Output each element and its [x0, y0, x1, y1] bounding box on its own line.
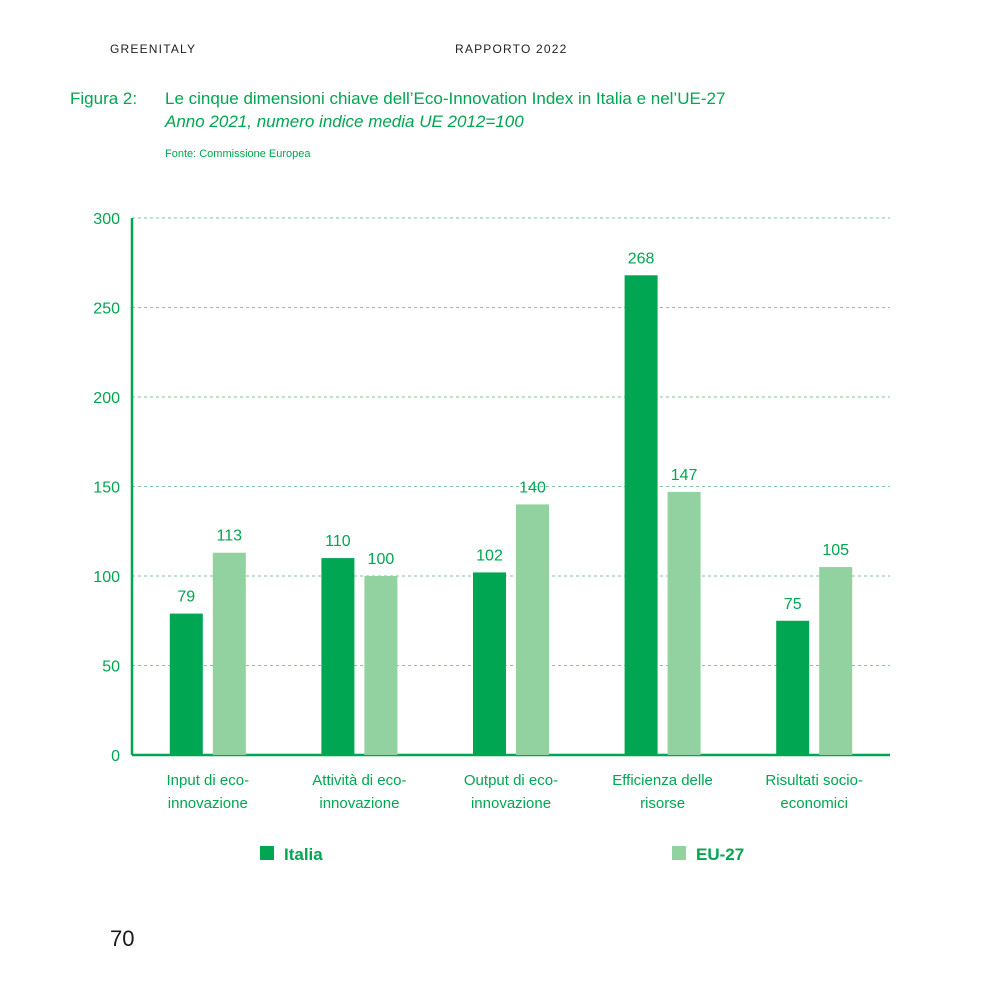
- legend-swatch-eu27: [672, 846, 686, 860]
- data-label: 110: [325, 533, 351, 550]
- bar-eu27: [819, 567, 853, 755]
- data-label: 147: [671, 467, 698, 484]
- data-label: 113: [217, 528, 243, 545]
- bar-eu27: [667, 491, 701, 755]
- figure-subtitle: Anno 2021, numero indice media UE 2012=1…: [165, 112, 524, 131]
- y-tick-label: 200: [93, 390, 120, 407]
- data-label: 100: [368, 551, 395, 568]
- x-tick-label: Input di eco-innovazione: [167, 772, 250, 812]
- bar-italia: [624, 275, 658, 755]
- bar-eu27: [212, 552, 246, 755]
- bar-eu27: [364, 576, 398, 755]
- data-label: 268: [628, 250, 655, 267]
- legend-swatch-italia: [260, 846, 274, 860]
- x-tick-label: Attività di eco-innovazione: [312, 772, 406, 812]
- data-label: 105: [822, 542, 849, 559]
- page-number: 70: [110, 926, 135, 951]
- figure-label: Figura 2:: [70, 89, 138, 108]
- figure-title: Le cinque dimensioni chiave dell’Eco-Inn…: [165, 89, 726, 108]
- x-tick-label: Output di eco-innovazione: [464, 772, 558, 812]
- running-header-left: GREENITALY: [110, 42, 197, 56]
- y-tick-label: 50: [102, 659, 120, 676]
- legend-label: EU-27: [696, 845, 744, 864]
- bar-italia: [321, 558, 355, 755]
- y-tick-label: 300: [93, 211, 120, 228]
- y-tick-label: 150: [93, 480, 120, 497]
- bar-italia: [473, 572, 506, 755]
- y-tick-label: 0: [111, 748, 120, 765]
- data-label: 79: [177, 589, 195, 606]
- y-tick-label: 100: [93, 569, 120, 586]
- y-tick-label: 250: [93, 301, 120, 318]
- data-label: 102: [476, 547, 503, 564]
- bar-italia: [776, 620, 810, 755]
- figure-source: Fonte: Commissione Europea: [165, 148, 311, 160]
- bar-eu27: [516, 504, 549, 755]
- data-label: 75: [784, 596, 802, 613]
- data-label: 140: [519, 479, 546, 496]
- x-tick-label: Efficienza delle risorse: [612, 772, 713, 812]
- running-header-right: RAPPORTO 2022: [455, 42, 568, 56]
- bar-italia: [169, 613, 203, 755]
- x-tick-label: Risultati socio-economici: [765, 772, 863, 812]
- legend-label: Italia: [284, 845, 323, 864]
